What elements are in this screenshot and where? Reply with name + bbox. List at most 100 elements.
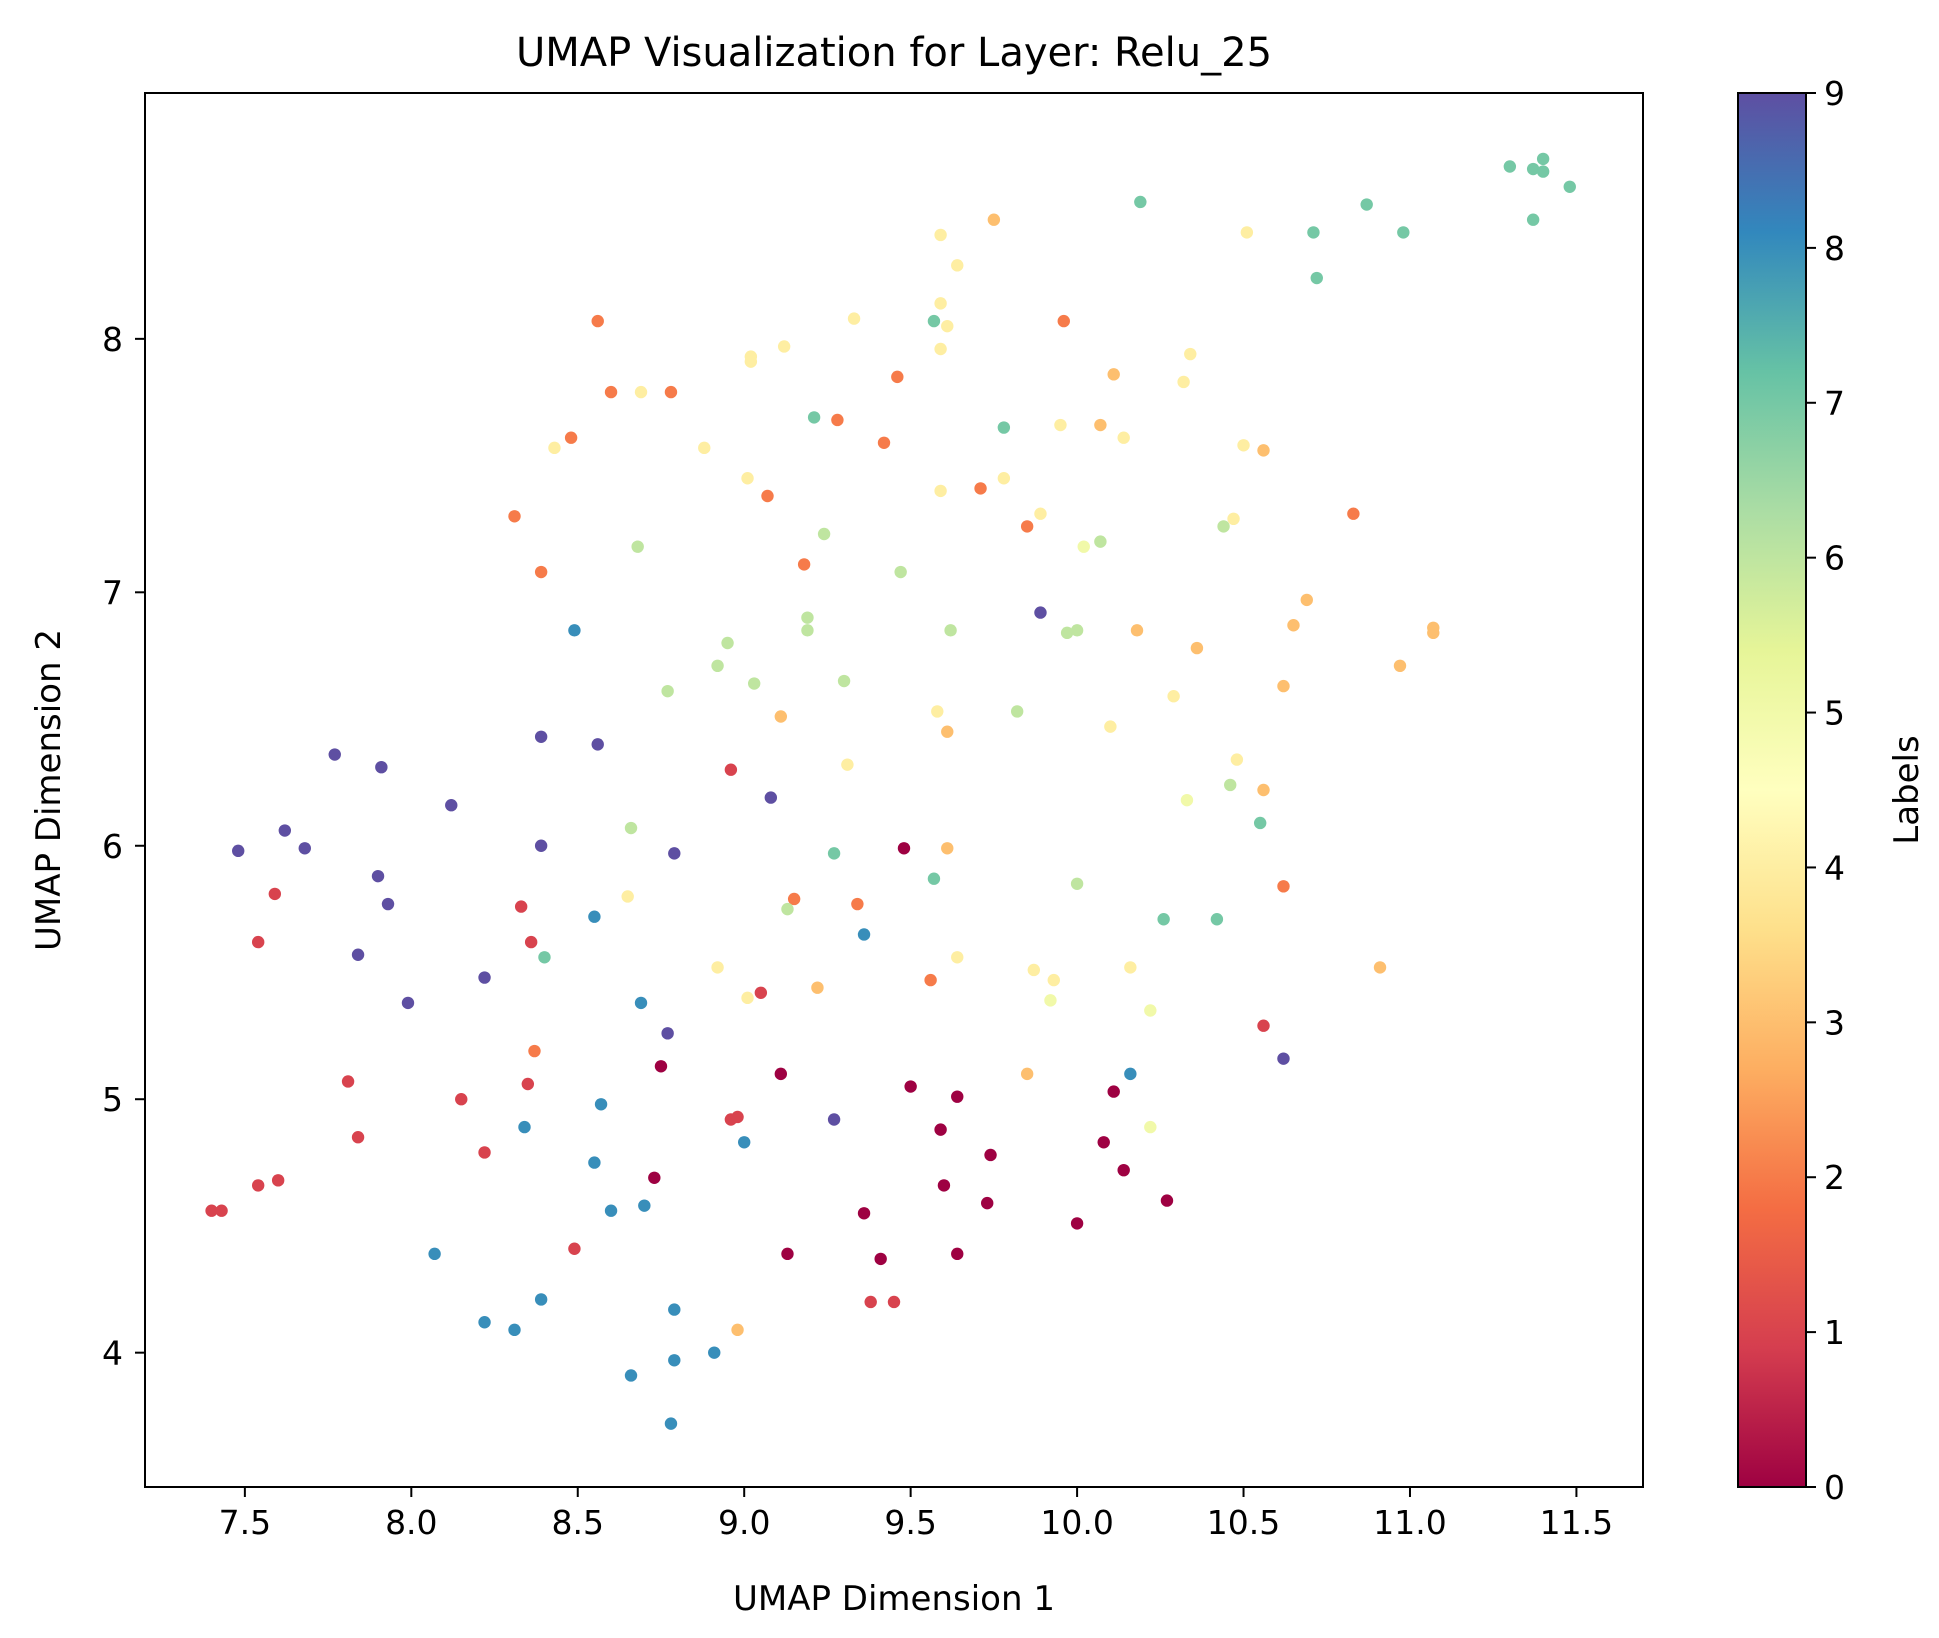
- data-point: [1034, 606, 1047, 619]
- data-point: [455, 1093, 468, 1106]
- data-point: [1124, 961, 1137, 974]
- data-point: [801, 624, 814, 637]
- data-point: [1217, 520, 1230, 533]
- data-point: [205, 1204, 218, 1217]
- data-point: [375, 760, 388, 774]
- data-point: [298, 842, 311, 855]
- data-point: [528, 1044, 541, 1058]
- data-point: [1047, 973, 1060, 987]
- data-point: [1180, 793, 1194, 807]
- y-tick-label: 5: [102, 1080, 123, 1119]
- data-point: [401, 996, 415, 1010]
- data-point: [924, 973, 937, 987]
- colorbar: [1737, 92, 1807, 1488]
- data-point: [351, 1131, 365, 1144]
- data-point: [1310, 271, 1323, 285]
- data-point: [698, 441, 711, 455]
- data-point: [1020, 520, 1034, 533]
- data-point: [508, 1323, 521, 1337]
- data-point: [708, 1346, 721, 1359]
- colorbar-tick-label: 4: [1824, 848, 1845, 887]
- y-axis: 4 5 6 7 8: [102, 320, 145, 1373]
- data-point: [1167, 690, 1180, 703]
- data-point: [604, 1204, 618, 1217]
- data-point: [731, 1110, 744, 1124]
- data-point: [847, 312, 861, 325]
- data-point: [1094, 418, 1107, 432]
- data-point: [268, 887, 282, 901]
- data-point: [781, 902, 794, 916]
- data-point: [1144, 1120, 1157, 1134]
- data-point: [524, 935, 538, 949]
- data-point: [514, 900, 528, 913]
- data-point: [1190, 641, 1204, 655]
- data-point: [1224, 778, 1237, 792]
- colorbar-tick-label: 3: [1824, 1003, 1845, 1042]
- data-point: [1253, 816, 1267, 830]
- colorbar-tick-label: 6: [1824, 539, 1845, 578]
- colorbar-tick-label: 5: [1824, 694, 1845, 733]
- data-point: [654, 1060, 668, 1073]
- data-point: [777, 340, 791, 353]
- data-point: [731, 1323, 744, 1337]
- data-point: [1144, 1004, 1157, 1017]
- data-point: [857, 1207, 871, 1220]
- data-point: [1397, 226, 1410, 239]
- data-point: [984, 1148, 997, 1162]
- x-tick-label: 10.5: [1207, 1503, 1280, 1542]
- data-point: [831, 413, 844, 427]
- x-tick-label: 8.0: [385, 1503, 437, 1542]
- data-point: [215, 1204, 228, 1217]
- data-point: [1070, 1217, 1084, 1230]
- data-point: [851, 897, 864, 911]
- data-point: [1536, 165, 1550, 178]
- data-point: [887, 1295, 901, 1309]
- x-tick-label: 9.5: [884, 1503, 936, 1542]
- data-point: [801, 611, 814, 624]
- data-point: [1227, 512, 1240, 526]
- data-point: [624, 821, 638, 835]
- colorbar-tick-label: 1: [1824, 1313, 1845, 1352]
- data-point: [568, 624, 581, 637]
- data-point: [904, 1080, 917, 1093]
- chart-title: UMAP Visualization for Layer: Relu_25: [516, 30, 1272, 76]
- data-point: [251, 935, 265, 949]
- data-point: [588, 1156, 601, 1169]
- data-point: [1503, 160, 1517, 173]
- data-point: [817, 527, 831, 541]
- x-tick-label: 7.5: [219, 1503, 271, 1542]
- data-point: [478, 971, 491, 984]
- data-point: [534, 565, 548, 579]
- data-point: [568, 1242, 581, 1255]
- data-point: [1427, 626, 1440, 640]
- data-point: [997, 472, 1011, 485]
- data-point: [934, 228, 947, 242]
- data-point: [371, 869, 385, 883]
- x-tick-label: 8.5: [552, 1503, 604, 1542]
- y-axis-label: UMAP Dimension 2: [29, 629, 69, 951]
- data-point: [874, 1252, 887, 1266]
- data-point: [944, 624, 957, 637]
- data-point: [351, 948, 365, 961]
- data-point: [1134, 195, 1147, 209]
- data-point: [1077, 540, 1090, 553]
- data-point: [1044, 994, 1057, 1007]
- data-point: [827, 847, 841, 860]
- data-point: [1054, 418, 1067, 432]
- data-point: [711, 659, 724, 673]
- data-point: [761, 489, 774, 503]
- data-point: [1526, 162, 1540, 176]
- y-tick-label: 8: [102, 320, 123, 359]
- data-point: [1177, 375, 1190, 389]
- data-point: [827, 1113, 841, 1126]
- data-point: [478, 1316, 491, 1329]
- data-point: [634, 996, 648, 1010]
- data-point: [857, 928, 871, 941]
- y-tick-label: 7: [102, 573, 123, 612]
- data-point: [251, 1179, 265, 1192]
- data-point: [774, 710, 788, 723]
- data-point: [594, 1098, 608, 1111]
- data-point: [664, 1417, 678, 1430]
- data-point: [1107, 368, 1120, 381]
- data-point: [1070, 624, 1084, 637]
